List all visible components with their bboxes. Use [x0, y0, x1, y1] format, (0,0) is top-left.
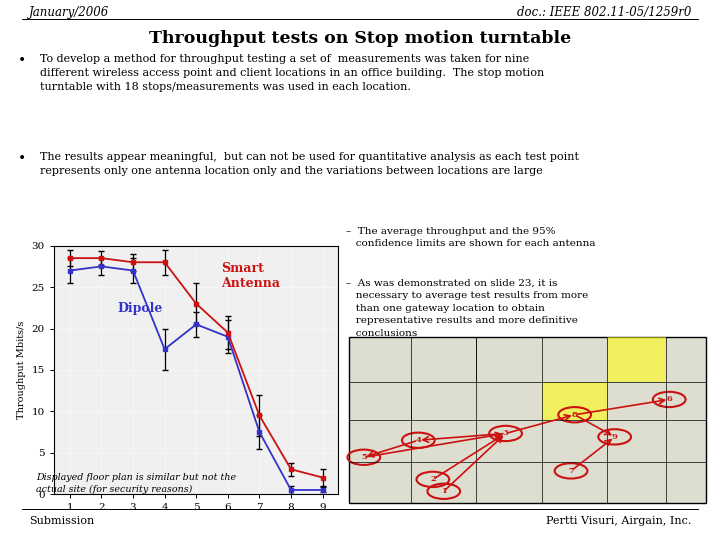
- Text: 2: 2: [430, 475, 436, 483]
- Text: 6: 6: [666, 395, 672, 403]
- Bar: [608, 336, 665, 382]
- Text: –  The average throughput and the 95%
   confidence limits are shown for each an: – The average throughput and the 95% con…: [346, 227, 595, 248]
- Text: 3: 3: [503, 429, 508, 437]
- Text: Displayed floor plan is similar but not the
actual site (for security reasons): Displayed floor plan is similar but not …: [36, 472, 236, 494]
- Text: •: •: [18, 55, 26, 69]
- Bar: [542, 382, 608, 420]
- Text: 8: 8: [572, 411, 577, 418]
- Text: –  As was demonstrated on slide 23, it is
   necessary to average test results f: – As was demonstrated on slide 23, it is…: [346, 279, 588, 338]
- Text: Pertti Visuri, Airgain, Inc.: Pertti Visuri, Airgain, Inc.: [546, 516, 691, 526]
- Text: Throughput tests on Stop motion turntable: Throughput tests on Stop motion turntabl…: [149, 30, 571, 47]
- Text: Dipole: Dipole: [117, 302, 163, 315]
- Text: doc.: IEEE 802.11-05/1259r0: doc.: IEEE 802.11-05/1259r0: [517, 6, 691, 19]
- Y-axis label: Throughput Mbits/s: Throughput Mbits/s: [17, 321, 26, 419]
- Text: 5: 5: [361, 453, 366, 461]
- Text: January/2006: January/2006: [29, 6, 109, 19]
- Text: The results appear meaningful,  but can not be used for quantitative analysis as: The results appear meaningful, but can n…: [40, 152, 579, 176]
- Text: 7: 7: [568, 467, 574, 475]
- Text: •: •: [18, 152, 26, 166]
- Text: Smart
Antenna: Smart Antenna: [222, 262, 281, 290]
- Text: 9: 9: [612, 433, 618, 441]
- Text: 1: 1: [441, 487, 446, 495]
- Text: Submission: Submission: [29, 516, 94, 526]
- Text: To develop a method for throughput testing a set of  measurements was taken for : To develop a method for throughput testi…: [40, 55, 544, 92]
- Text: 4: 4: [415, 436, 421, 444]
